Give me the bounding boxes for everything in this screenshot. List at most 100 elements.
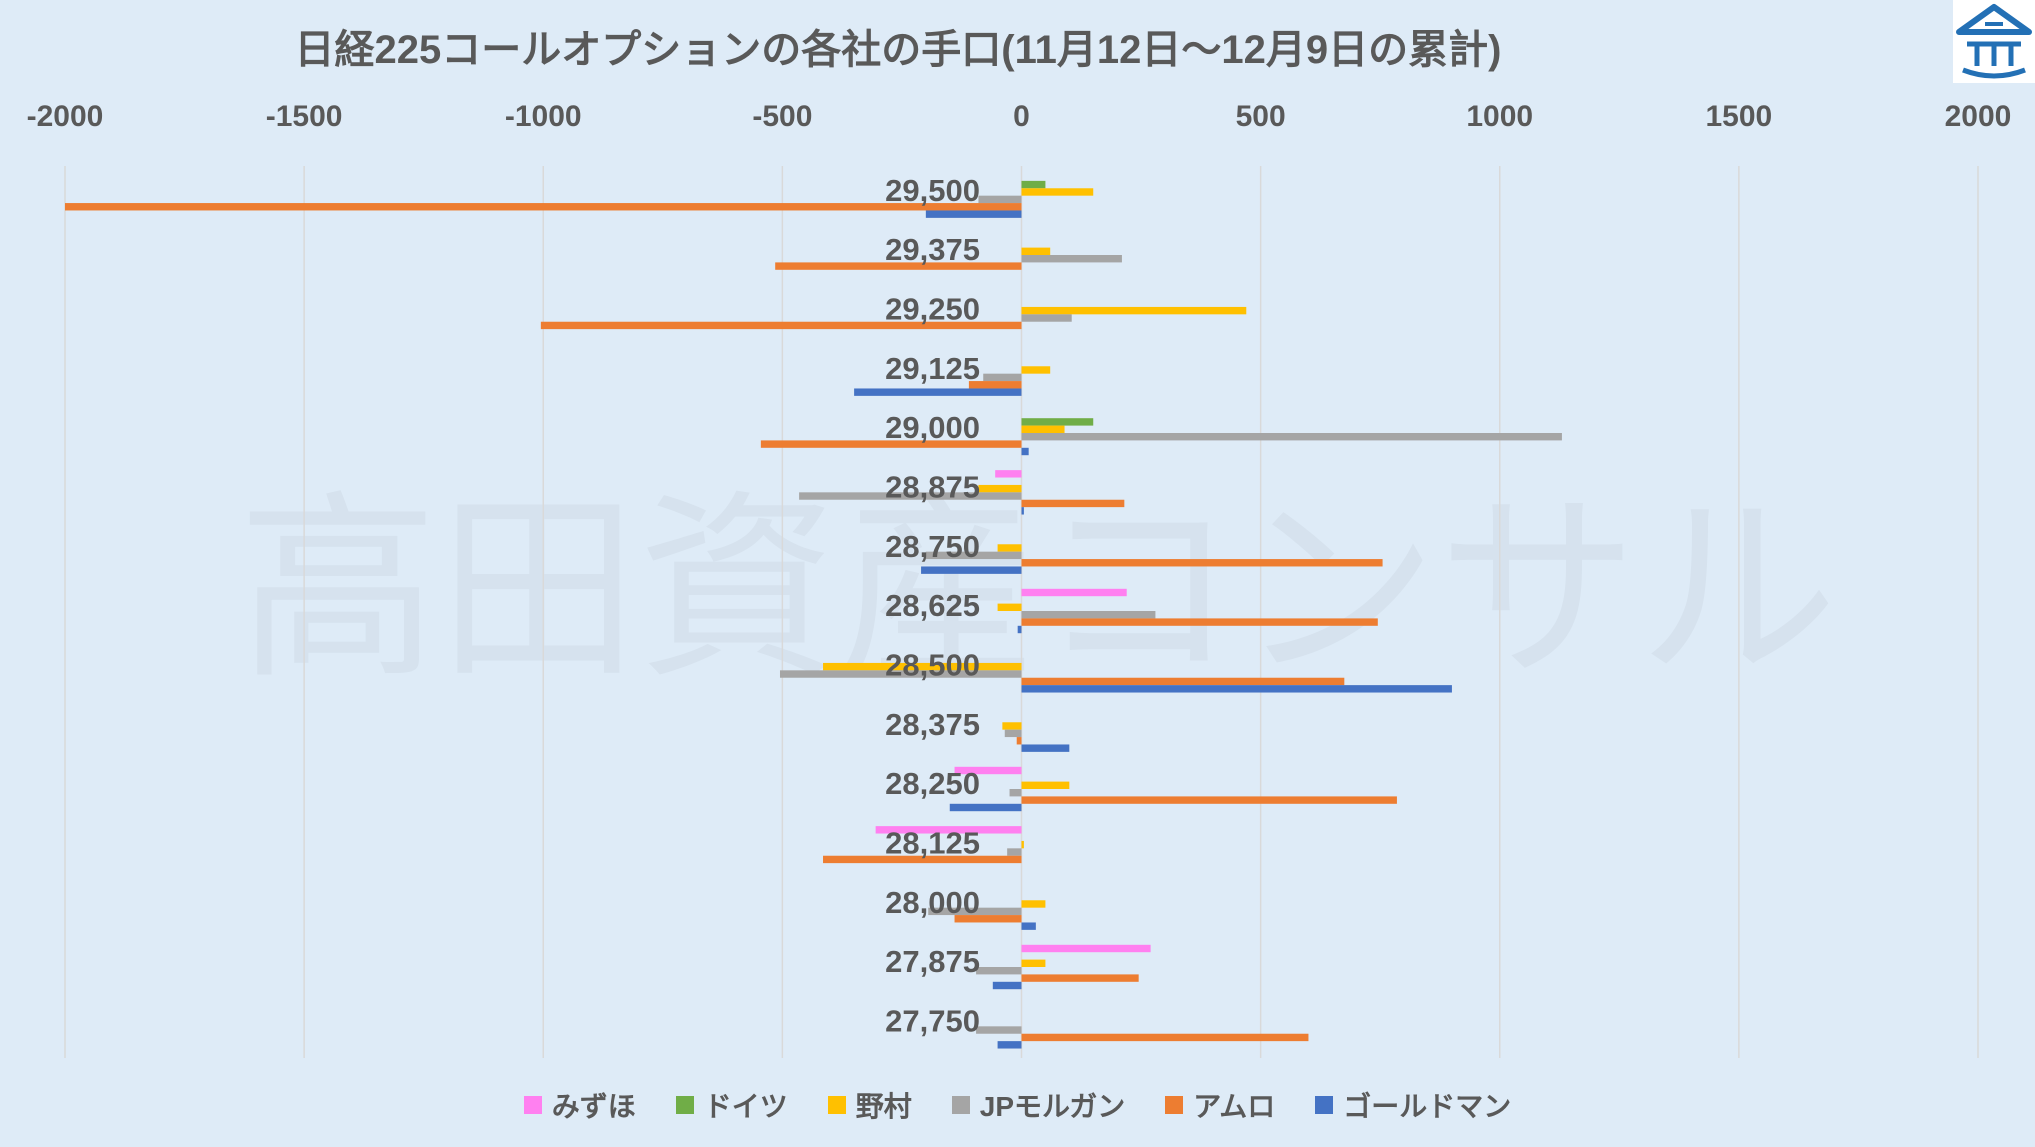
legend-swatch: [1315, 1096, 1334, 1114]
x-tick-label: 1000: [1466, 100, 1533, 133]
bar-series2-29500: [1021, 180, 1046, 189]
bar-series5-29125: [968, 381, 1022, 389]
bar-series3-29375: [1021, 247, 1051, 255]
category-label: 28,375: [885, 707, 980, 742]
bar-series6-28000: [1021, 922, 1036, 930]
category-label: 29,000: [885, 410, 980, 445]
bar-series3-29125: [1021, 366, 1051, 374]
bar-series5-29250: [540, 321, 1022, 330]
bar-series1-28875: [995, 470, 1022, 478]
bar-series4-29500: [978, 195, 1022, 204]
bar-series5-29000: [760, 440, 1022, 448]
bar-series4-28500: [779, 670, 1022, 678]
x-tick-label: 2000: [1945, 100, 2012, 133]
bar-series5-28750: [1021, 559, 1383, 567]
category-label: 28,500: [885, 648, 980, 683]
bar-series5-29500: [65, 203, 1022, 211]
bar-series3-29500: [1021, 188, 1094, 196]
bar-series2-29000: [1021, 418, 1094, 426]
bar-series3-28375: [1002, 722, 1022, 730]
bar-series3-29250: [1021, 306, 1247, 315]
bar-series3-28875: [978, 484, 1022, 493]
bar-series4-29000: [1021, 433, 1562, 441]
x-tick-label: 1500: [1706, 100, 1773, 133]
bars: [65, 180, 1562, 1049]
bar-series6-27750: [997, 1041, 1022, 1049]
bar-series1-28125: [875, 826, 1022, 834]
x-tick-label: -1000: [505, 100, 582, 133]
bar-series4-28250: [1009, 789, 1022, 797]
bar-series1-28625: [1021, 588, 1127, 597]
legend-item-series6: ゴールドマン: [1315, 1085, 1511, 1125]
bar-series5-28375: [1016, 737, 1022, 745]
category-label: 28,250: [885, 766, 980, 801]
category-label: 27,750: [885, 1004, 980, 1039]
bar-series4-27750: [976, 1026, 1022, 1034]
legend-swatch: [827, 1096, 846, 1114]
bar-series6-29000: [1021, 447, 1029, 456]
category-label: 29,500: [885, 173, 980, 208]
bar-series5-28250: [1021, 796, 1397, 804]
legend-item-series4: JPモルガン: [951, 1085, 1126, 1125]
bar-series3-28750: [997, 544, 1022, 552]
bar-series3-28125: [1021, 840, 1024, 849]
bar-series4-27875: [976, 967, 1022, 975]
legend-item-series1: みずほ: [523, 1085, 636, 1125]
legend-label: ドイツ: [703, 1091, 788, 1122]
bar-series5-28000: [954, 915, 1022, 923]
bar-series6-27875: [992, 981, 1022, 990]
bar-series4-28000: [928, 907, 1022, 916]
bar-series3-29000: [1021, 425, 1065, 433]
category-labels: 29,500 29,375 29,250 29,125 29,000 28,875 28,7…: [885, 173, 980, 1039]
bar-series6-28750: [921, 566, 1022, 574]
bar-series6-28375: [1021, 744, 1070, 752]
legend-swatch: [951, 1096, 970, 1114]
bar-series3-28000: [1021, 900, 1046, 908]
bar-series5-29375: [775, 262, 1022, 270]
legend-label: JPモルガン: [979, 1091, 1126, 1122]
bar-series6-29125: [854, 388, 1022, 396]
bar-series3-28500: [823, 662, 1022, 671]
legend-swatch: [675, 1096, 694, 1114]
bar-series4-28125: [1007, 848, 1022, 856]
category-label: 28,125: [885, 826, 980, 861]
legend-label: アムロ: [1193, 1091, 1276, 1122]
legend-label: ゴールドマン: [1343, 1091, 1512, 1122]
legend-item-series2: ドイツ: [675, 1085, 788, 1125]
bar-series4-28875: [799, 492, 1022, 500]
bar-series5-27750: [1021, 1033, 1309, 1042]
legend-label: みずほ: [551, 1091, 636, 1122]
legend: みずほ ドイツ 野村 JPモルガン アムロ ゴールドマン: [0, 1087, 2035, 1123]
bar-series3-28625: [997, 603, 1022, 611]
x-tick-label: -1500: [266, 100, 343, 133]
bar-series6-28500: [1021, 685, 1452, 693]
x-axis-tick-labels: -2000 -1500 -1000 -500 0 500 1000 1500 2000: [27, 100, 2012, 133]
bar-series4-28375: [1004, 729, 1022, 738]
bar-series1-27875: [1021, 944, 1151, 953]
bar-series1-28250: [954, 766, 1022, 775]
category-label: 29,125: [885, 351, 980, 386]
category-label: 29,375: [885, 232, 980, 267]
x-tick-label: -2000: [27, 100, 104, 133]
bar-series5-28125: [823, 855, 1022, 864]
category-label: 28,000: [885, 885, 980, 920]
bar-series4-28750: [925, 551, 1022, 560]
bar-series3-27875: [1021, 959, 1046, 967]
x-tick-label: 500: [1236, 100, 1286, 133]
bar-series6-29500: [925, 210, 1022, 218]
bar-series5-28500: [1021, 677, 1345, 686]
legend-swatch: [523, 1096, 542, 1114]
category-label: 28,625: [885, 588, 980, 623]
category-label: 29,250: [885, 292, 980, 327]
bar-series5-28875: [1021, 499, 1125, 508]
bar-series6-28875: [1021, 507, 1024, 515]
legend-label: 野村: [855, 1091, 912, 1122]
bar-series4-28625: [1021, 611, 1156, 619]
category-label: 28,750: [885, 529, 980, 564]
legend-item-series5: アムロ: [1165, 1085, 1275, 1125]
bar-series3-28250: [1021, 781, 1070, 789]
bar-series5-27875: [1021, 974, 1139, 982]
x-tick-label: 0: [1013, 100, 1030, 133]
legend-swatch: [1165, 1096, 1184, 1114]
